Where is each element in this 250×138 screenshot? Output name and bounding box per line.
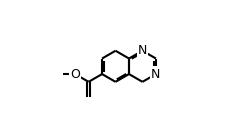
Text: N: N xyxy=(138,44,147,57)
Text: O: O xyxy=(70,68,80,81)
Text: N: N xyxy=(151,68,160,81)
